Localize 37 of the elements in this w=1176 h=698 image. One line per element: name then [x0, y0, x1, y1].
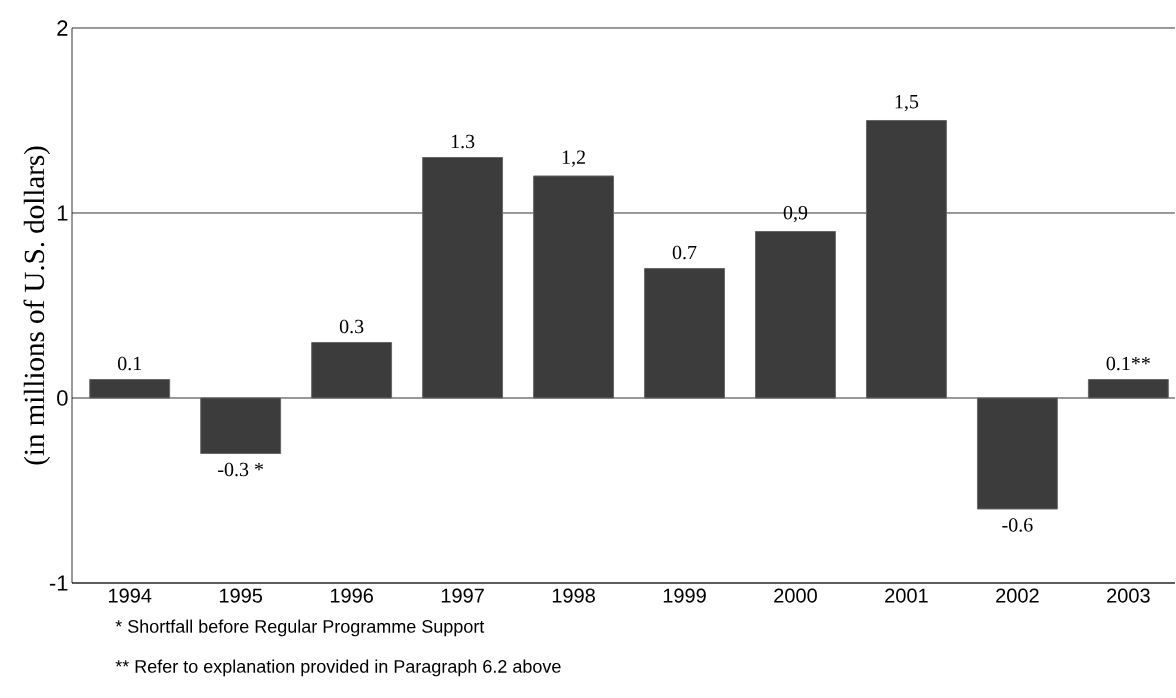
x-tick-label: 1999 [663, 588, 706, 603]
x-tick-label: 1994 [108, 588, 152, 603]
data-label: 1.3 [451, 134, 475, 149]
x-tick-label: 1998 [552, 588, 595, 603]
x-tick-label: 2002 [996, 588, 1039, 603]
data-label: 1,2 [562, 150, 585, 167]
bar [533, 175, 614, 399]
data-label: 0.1 [117, 356, 142, 371]
data-label: -0.6 [1002, 518, 1033, 532]
bar [422, 156, 504, 399]
text: ** Refer to explanation provided in Paragraph 6.2 above [115, 659, 561, 677]
x-tick-label: 2000 [774, 588, 817, 603]
data-label: 1,5 [895, 95, 919, 112]
x-tick-label: 2001 [885, 588, 928, 603]
y-tick-label: -1 [49, 575, 68, 591]
text: * Shortfall before Regular Programme Support [115, 619, 485, 637]
data-label: 0,9 [783, 205, 808, 223]
bar [644, 267, 725, 399]
x-tick-label: 2003 [1107, 588, 1150, 603]
bar [311, 341, 393, 399]
x-tick-label: 1996 [330, 588, 373, 603]
y-tick-label: 2 [57, 20, 68, 36]
y-tick-label: 1 [57, 205, 68, 221]
bar [865, 119, 947, 399]
bar [1087, 378, 1169, 399]
y-axis-title: (in millions of U.S. dollars) [23, 146, 51, 465]
bar [976, 397, 1058, 510]
bar [755, 230, 836, 399]
y-tick-label: 0 [57, 390, 68, 406]
data-label: 0.3 [339, 319, 364, 334]
data-label: 0.7 [672, 245, 697, 260]
x-tick-label: 1997 [441, 588, 484, 603]
bar [200, 397, 282, 454]
data-label: 0.1** [1106, 356, 1150, 371]
data-label: -0.3 * [218, 462, 264, 477]
bar [89, 378, 171, 399]
x-tick-label: 1995 [219, 588, 263, 603]
